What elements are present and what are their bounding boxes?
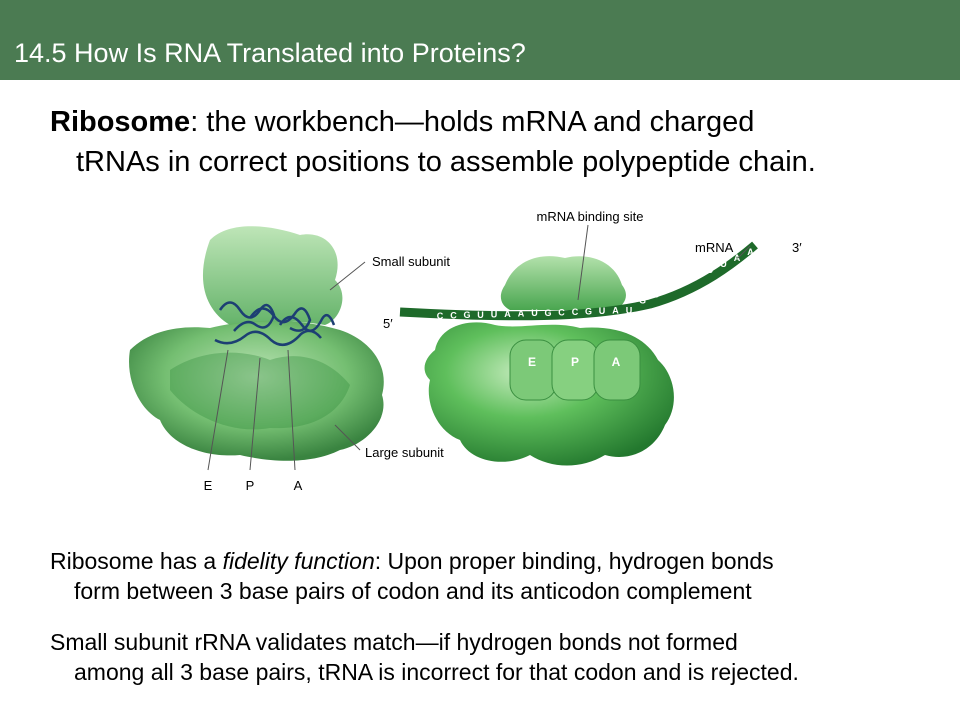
codon-letter: G <box>585 307 592 317</box>
ribosome-schematic: E P A <box>424 256 674 466</box>
site-label-right-p: P <box>571 355 579 369</box>
site-label-left-a: A <box>294 478 303 493</box>
codon-letter: G <box>463 310 470 320</box>
label-large-subunit: Large subunit <box>365 445 444 460</box>
fidelity-rest: : Upon proper binding, hydrogen bonds <box>374 548 774 574</box>
codon-letter: U <box>599 306 606 316</box>
codon-letter: G <box>544 308 551 318</box>
codon-letter: U <box>720 259 727 269</box>
codon-letter: U <box>626 305 633 315</box>
fidelity-line-1: Ribosome has a fidelity function: Upon p… <box>50 546 940 576</box>
definition-line-1: Ribosome: the workbench—holds mRNA and c… <box>50 102 930 142</box>
codon-letter: U <box>666 283 673 293</box>
label-five-prime: 5′ <box>383 316 393 331</box>
codon-letter: C <box>558 307 565 317</box>
right-leader-lines <box>577 224 751 301</box>
codon-letter: U <box>531 308 538 318</box>
site-label-right-e: E <box>528 355 536 369</box>
codon-letter: C <box>450 311 457 321</box>
label-mrna-binding-site: mRNA binding site <box>537 209 644 224</box>
fidelity-paragraph: Ribosome has a fidelity function: Upon p… <box>50 546 940 606</box>
fidelity-term: fidelity function <box>222 548 375 574</box>
codon-letter: C <box>653 289 660 299</box>
ribosome-surface-model <box>129 226 384 461</box>
ribosome-figure: E P A Small subunit Large subunit E P A … <box>110 200 830 505</box>
fidelity-prefix: Ribosome has a <box>50 548 223 574</box>
codon-letter: A <box>504 309 511 319</box>
site-label-left-e: E <box>204 478 213 493</box>
fidelity-line-2: form between 3 base pairs of codon and i… <box>74 578 752 604</box>
site-label-left-p: P <box>246 478 255 493</box>
definition-line-2: tRNAs in correct positions to assemble p… <box>76 146 816 178</box>
label-mrna: mRNA <box>695 240 734 255</box>
codon-letter: U <box>491 309 498 319</box>
trna-structures <box>214 301 336 347</box>
codon-letter: C <box>572 307 579 317</box>
validation-paragraph: Small subunit rRNA validates match—if hy… <box>50 627 940 687</box>
codon-letter: U <box>477 310 484 320</box>
title-bar: 14.5 How Is RNA Translated into Proteins… <box>0 0 960 80</box>
label-small-subunit: Small subunit <box>372 254 450 269</box>
codon-letter: C <box>680 277 687 287</box>
slide-title: 14.5 How Is RNA Translated into Proteins… <box>14 38 526 68</box>
codon-letter: A <box>518 309 525 319</box>
left-leader-lines <box>207 261 366 471</box>
codon-letter: U <box>693 271 700 281</box>
codon-letter: U <box>707 265 714 275</box>
site-label-right-a: A <box>612 355 621 369</box>
codon-letter: A <box>747 247 754 257</box>
codon-letter: C <box>437 311 444 321</box>
ribosome-definition: Ribosome: the workbench—holds mRNA and c… <box>50 102 930 182</box>
definition-text: : the workbench—holds mRNA and charged <box>190 106 755 138</box>
ribosome-diagram: E P A Small subunit Large subunit E P A … <box>129 209 802 493</box>
codon-letter: G <box>639 295 646 305</box>
codon-letter: A <box>612 306 619 316</box>
codon-letter: A <box>734 253 741 263</box>
term-ribosome: Ribosome <box>50 106 191 138</box>
label-three-prime: 3′ <box>792 240 802 255</box>
validation-line-2: among all 3 base pairs, tRNA is incorrec… <box>74 659 799 685</box>
validation-line-1: Small subunit rRNA validates match—if hy… <box>50 629 738 655</box>
